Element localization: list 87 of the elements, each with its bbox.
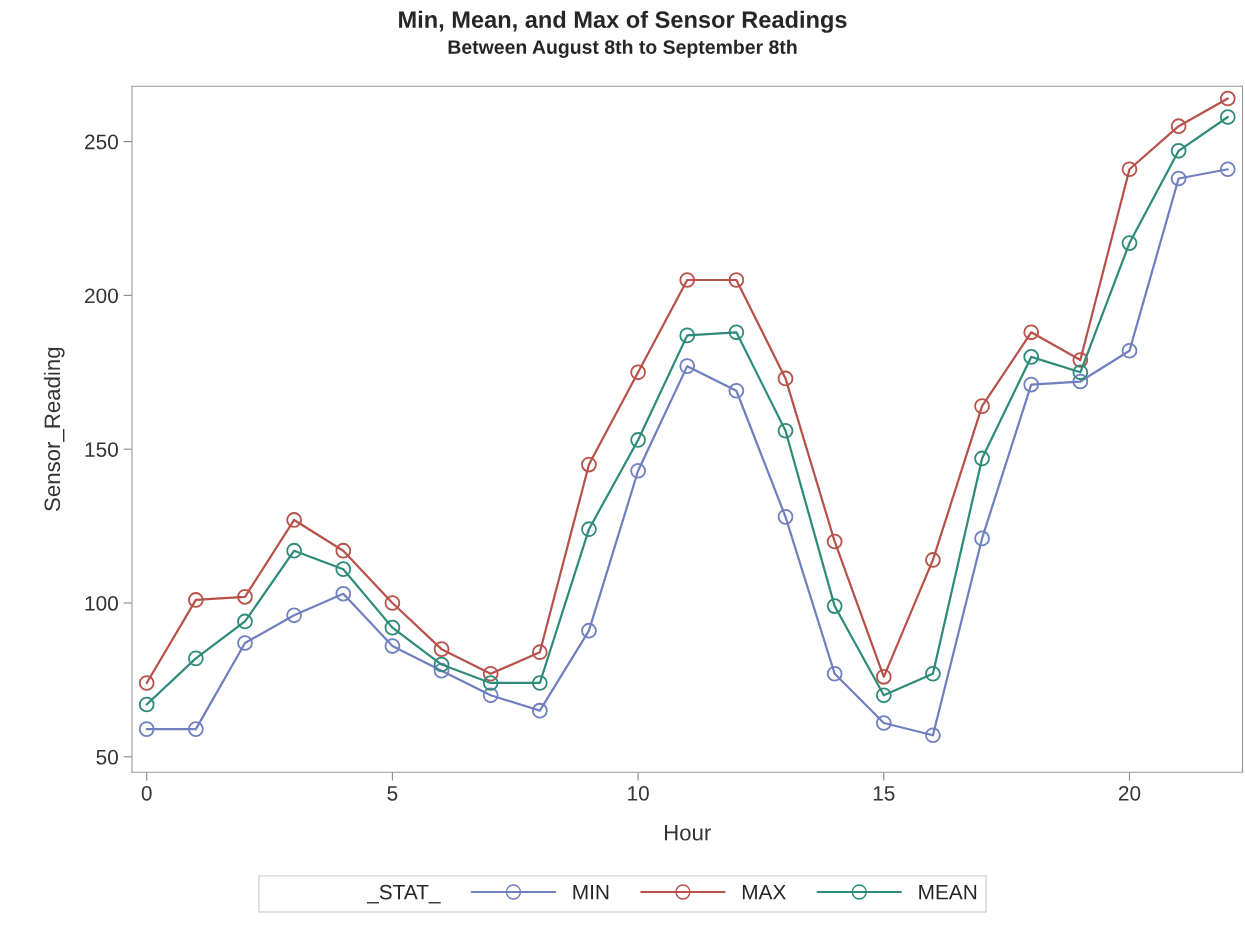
point	[433, 656, 450, 673]
point	[826, 665, 843, 682]
point	[1219, 90, 1236, 107]
point	[826, 533, 843, 550]
point	[728, 272, 745, 288]
y-tick-label: 150	[85, 442, 118, 457]
point	[482, 687, 499, 704]
point	[826, 598, 843, 614]
point	[188, 650, 204, 667]
x-tick-label: 5	[387, 786, 398, 801]
point	[1023, 324, 1040, 341]
point	[728, 382, 745, 399]
point	[630, 462, 646, 479]
legend-label: MAX	[742, 884, 786, 900]
point	[335, 585, 352, 602]
point	[777, 509, 794, 525]
chart-title: Min, Mean, and Max of Sensor Readings	[399, 10, 847, 33]
y-tick-label: 50	[96, 749, 118, 765]
point	[1121, 342, 1138, 359]
point	[875, 715, 892, 731]
y-tick-label: 250	[85, 134, 118, 150]
point	[433, 641, 450, 657]
point	[1072, 352, 1089, 368]
point	[728, 324, 745, 341]
point	[433, 662, 450, 679]
x-tick-label: 20	[1118, 785, 1141, 801]
point	[1219, 109, 1236, 125]
point	[237, 613, 253, 630]
point	[286, 542, 302, 559]
point	[581, 622, 597, 639]
point	[925, 727, 941, 744]
y-tick-label: 200	[85, 288, 118, 304]
point	[875, 687, 892, 704]
point	[335, 542, 352, 559]
point	[679, 327, 696, 344]
point	[1023, 349, 1040, 365]
point	[384, 595, 401, 611]
point	[1170, 118, 1187, 135]
x-axis-title: Hour	[664, 825, 711, 841]
y-axis-title: Sensor_Reading	[43, 347, 65, 511]
point	[679, 358, 696, 374]
point	[138, 721, 155, 737]
point	[630, 432, 646, 448]
point	[138, 696, 155, 713]
point	[531, 702, 548, 719]
point	[974, 450, 990, 467]
point	[925, 665, 941, 682]
point	[1121, 235, 1138, 251]
point	[531, 675, 548, 691]
x-tick-label: 15	[873, 786, 895, 801]
point	[630, 364, 646, 381]
x-tick-label: 0	[141, 785, 152, 801]
point	[974, 398, 990, 414]
point	[974, 530, 990, 547]
point	[1023, 376, 1040, 393]
point	[384, 638, 401, 654]
point	[188, 592, 204, 608]
point	[384, 619, 401, 636]
point	[777, 422, 794, 439]
point	[286, 512, 302, 528]
point	[188, 721, 204, 737]
point	[1170, 170, 1187, 187]
point	[482, 675, 499, 691]
point	[138, 675, 155, 691]
chart-subtitle: Between August 8th to September 8th	[448, 39, 797, 58]
point	[237, 635, 253, 651]
point	[1072, 373, 1089, 390]
x-tick-label: 10	[628, 785, 649, 801]
point	[777, 370, 794, 387]
point	[925, 552, 941, 568]
point	[875, 668, 892, 685]
legend-label: MIN	[573, 884, 609, 900]
point	[237, 589, 253, 605]
point	[1170, 142, 1187, 159]
point	[1072, 364, 1089, 381]
legend-title: _STAT_	[366, 884, 441, 904]
point	[1121, 161, 1138, 178]
point	[1219, 161, 1236, 178]
point	[286, 607, 302, 624]
point	[581, 521, 597, 538]
y-tick-label: 100	[85, 596, 118, 611]
point	[679, 272, 696, 288]
legend-label: MEAN	[919, 884, 977, 900]
point	[581, 456, 597, 473]
point	[482, 665, 499, 682]
point	[531, 644, 548, 661]
point	[335, 561, 352, 578]
